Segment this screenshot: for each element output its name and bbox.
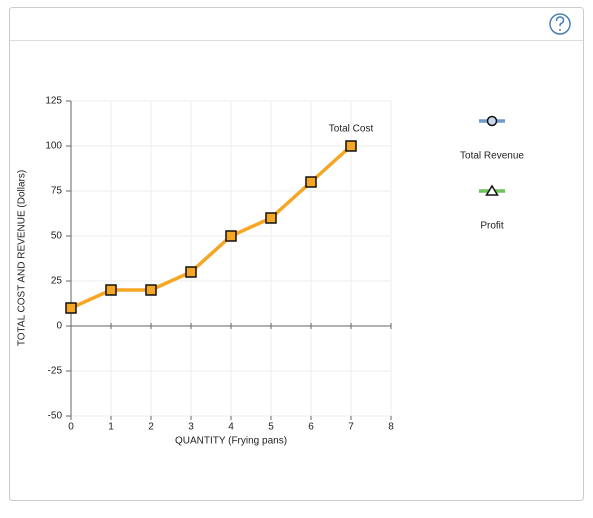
y-tick-label: 125 xyxy=(45,96,62,107)
data-point xyxy=(105,284,117,296)
y-axis-title: TOTAL COST AND REVENUE (Dollars) xyxy=(17,170,28,346)
y-tick-label: 25 xyxy=(51,276,63,287)
x-tick-label: 4 xyxy=(228,422,234,433)
legend-label: Profit xyxy=(480,221,504,232)
data-point xyxy=(345,140,357,152)
y-tick-label: -25 xyxy=(48,366,63,377)
data-point xyxy=(185,266,197,278)
help-dot xyxy=(559,29,561,31)
x-tick-label: 2 xyxy=(148,422,154,433)
legend-item[interactable]: Profit xyxy=(479,184,505,232)
legend-item[interactable]: Total Revenue xyxy=(460,115,524,162)
x-tick-label: 7 xyxy=(348,422,354,433)
x-tick-label: 8 xyxy=(388,422,394,433)
x-tick-label: 1 xyxy=(108,422,114,433)
series-line xyxy=(70,144,353,310)
x-tick-label: 0 xyxy=(68,422,74,433)
series-label: Total Cost xyxy=(329,124,374,135)
legend-marker xyxy=(485,184,499,196)
x-tick-label: 6 xyxy=(308,422,314,433)
y-tick-label: 100 xyxy=(45,141,62,152)
legend-marker xyxy=(486,115,498,127)
data-point xyxy=(305,176,317,188)
data-point xyxy=(65,302,77,314)
x-tick-label: 3 xyxy=(188,422,194,433)
help-glyph xyxy=(555,16,565,27)
data-point xyxy=(225,230,237,242)
y-tick-label: 75 xyxy=(51,186,63,197)
frame xyxy=(9,7,584,501)
y-tick-label: 0 xyxy=(56,321,62,332)
help-button[interactable] xyxy=(549,13,571,35)
x-axis-title: QUANTITY (Frying pans) xyxy=(175,436,287,447)
data-point xyxy=(265,212,277,224)
x-tick-label: 5 xyxy=(268,422,274,433)
y-tick-label: -50 xyxy=(48,411,63,422)
legend-label: Total Revenue xyxy=(460,151,524,162)
data-point xyxy=(145,284,157,296)
y-tick-label: 50 xyxy=(51,231,63,242)
